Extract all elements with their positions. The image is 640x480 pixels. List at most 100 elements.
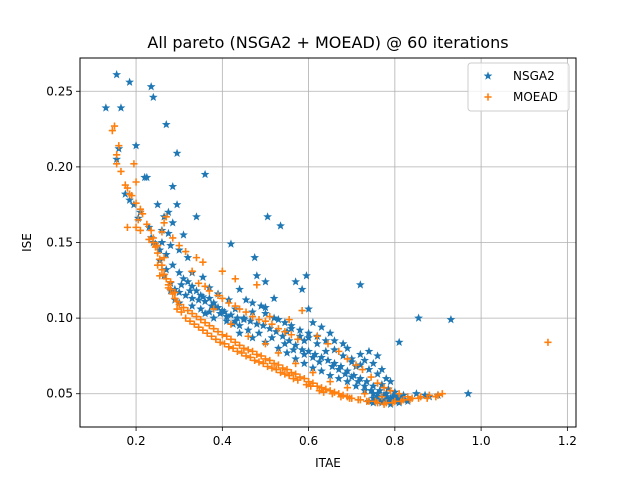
moead-point xyxy=(225,299,233,307)
moead-point xyxy=(283,365,291,374)
nsga2-point xyxy=(200,169,210,179)
moead-point xyxy=(220,340,229,348)
nsga2-point xyxy=(373,392,382,401)
nsga2-point xyxy=(304,304,313,313)
moead-point xyxy=(281,370,289,378)
nsga2-point xyxy=(330,358,339,368)
moead-point xyxy=(389,399,397,407)
moead-point xyxy=(136,226,144,235)
y-tick-label: 0.05 xyxy=(46,387,73,401)
legend-marker-moead xyxy=(484,93,492,101)
nsga2-point xyxy=(248,298,257,307)
nsga2-point xyxy=(343,377,352,386)
moead-point xyxy=(123,223,132,231)
legend: NSGA2 MOEAD xyxy=(467,62,570,112)
moead-point xyxy=(179,303,188,312)
nsga2-point xyxy=(254,328,264,337)
nsga2-point xyxy=(142,172,152,182)
moead-point xyxy=(432,393,440,401)
moead-point xyxy=(343,355,352,363)
moead-point xyxy=(255,358,263,366)
nsga2-point xyxy=(179,230,188,239)
nsga2-point xyxy=(230,316,240,325)
nsga2-point xyxy=(174,268,184,277)
nsga2-point xyxy=(161,265,171,274)
nsga2-point xyxy=(235,321,244,330)
moead-point xyxy=(276,368,285,377)
moead-point xyxy=(268,320,276,328)
nsga2-point xyxy=(317,366,326,375)
nsga2-point xyxy=(274,315,283,324)
moead-point xyxy=(298,306,306,315)
nsga2-point xyxy=(403,396,413,406)
nsga2-point xyxy=(338,339,348,348)
moead-point xyxy=(264,362,272,371)
moead-point xyxy=(358,365,367,374)
moead-point xyxy=(248,313,257,321)
nsga2-point xyxy=(155,245,165,254)
nsga2-point xyxy=(269,313,279,322)
x-tick-label: 0.2 xyxy=(127,434,146,448)
nsga2-point xyxy=(278,331,288,340)
moead-point xyxy=(175,300,183,309)
moead-point xyxy=(244,346,252,354)
moead-point xyxy=(210,305,218,313)
moead-point xyxy=(242,352,250,360)
nsga2-point xyxy=(379,390,389,399)
moead-point xyxy=(244,332,252,340)
moead-point xyxy=(328,390,336,398)
moead-point xyxy=(160,270,168,278)
moead-point xyxy=(158,228,166,236)
moead-point xyxy=(205,322,213,330)
nsga2-point xyxy=(412,389,421,398)
nsga2-point xyxy=(446,315,456,324)
nsga2-point xyxy=(187,293,197,303)
moead-point xyxy=(162,213,170,221)
nsga2-point xyxy=(248,307,257,316)
moead-point xyxy=(235,341,244,349)
moead-point xyxy=(134,216,142,224)
moead-point xyxy=(406,396,414,404)
nsga2-point xyxy=(194,295,203,304)
moead-point xyxy=(281,328,289,336)
nsga2-point xyxy=(263,212,272,221)
nsga2-point xyxy=(172,200,182,209)
nsga2-point xyxy=(217,305,227,315)
moead-point xyxy=(160,219,168,227)
nsga2-point xyxy=(349,370,359,380)
nsga2-point xyxy=(297,345,307,354)
nsga2-point xyxy=(269,293,279,303)
nsga2-point xyxy=(377,398,387,407)
moead-point xyxy=(225,343,233,351)
nsga2-point xyxy=(200,296,210,306)
nsga2-point xyxy=(239,313,249,322)
nsga2-point xyxy=(312,339,322,348)
data-points xyxy=(101,70,552,409)
moead-point xyxy=(160,254,168,262)
nsga2-point xyxy=(373,351,382,360)
moead-point xyxy=(345,394,354,402)
x-tick-label: 0.6 xyxy=(299,434,318,448)
moead-point xyxy=(274,361,282,369)
nsga2-point xyxy=(392,393,402,402)
nsga2-point xyxy=(183,277,193,286)
nsga2-point xyxy=(166,240,175,250)
nsga2-point xyxy=(220,307,229,316)
moead-point xyxy=(132,223,140,231)
nsga2-point xyxy=(200,308,210,318)
nsga2-point xyxy=(261,302,270,312)
nsga2-point xyxy=(336,361,346,371)
moead-point xyxy=(156,272,164,280)
moead-point xyxy=(166,278,175,286)
nsga2-point xyxy=(153,200,163,209)
nsga2-point xyxy=(343,343,352,353)
nsga2-point xyxy=(343,366,352,375)
moead-point xyxy=(240,344,248,352)
nsga2-point xyxy=(157,237,167,247)
moead-point xyxy=(171,288,179,297)
nsga2-point xyxy=(388,392,398,401)
x-tick-label: 0.4 xyxy=(213,434,232,448)
moead-point xyxy=(154,249,162,257)
nsga2-point xyxy=(368,389,378,398)
moead-point xyxy=(374,379,382,387)
